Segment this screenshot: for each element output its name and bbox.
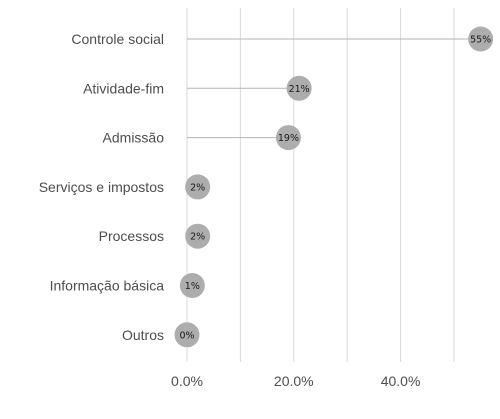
category-label: Controle social <box>71 31 164 47</box>
lollipop-marker <box>179 273 205 298</box>
lollipop-marker <box>286 75 312 101</box>
data-label: 19% <box>278 133 299 144</box>
x-tick-label: 0.0% <box>171 373 203 389</box>
lollipop-markers: 55% 21% 19% 2% 2% 1% 0% <box>174 26 494 348</box>
x-axis-tick-labels: 0.0% 20.0% 40.0% <box>171 373 420 389</box>
x-tick-label: 40.0% <box>381 373 421 389</box>
data-label: 0% <box>179 330 194 341</box>
data-label: 55% <box>470 35 491 46</box>
category-label: Processos <box>99 228 164 244</box>
lollipop-marker <box>468 26 494 52</box>
category-label: Outros <box>122 327 164 343</box>
lollipop-marker <box>174 322 200 348</box>
data-label: 2% <box>190 182 205 193</box>
lollipop-marker <box>185 174 211 200</box>
lollipop-marker <box>275 125 301 151</box>
lollipop-marker <box>185 223 211 249</box>
category-label: Informação básica <box>50 278 165 294</box>
lollipop-stems <box>187 38 481 286</box>
grid-lines <box>186 8 455 362</box>
category-label: Admissão <box>103 130 165 146</box>
category-labels: Controle social Atividade-fim Admissão Serv… <box>39 31 164 343</box>
data-label: 1% <box>185 281 200 292</box>
x-tick-label: 20.0% <box>274 373 314 389</box>
data-label: 21% <box>289 84 310 95</box>
category-label: Serviços e impostos <box>39 179 164 195</box>
data-label: 2% <box>190 232 205 243</box>
category-label: Atividade-fim <box>83 80 164 96</box>
